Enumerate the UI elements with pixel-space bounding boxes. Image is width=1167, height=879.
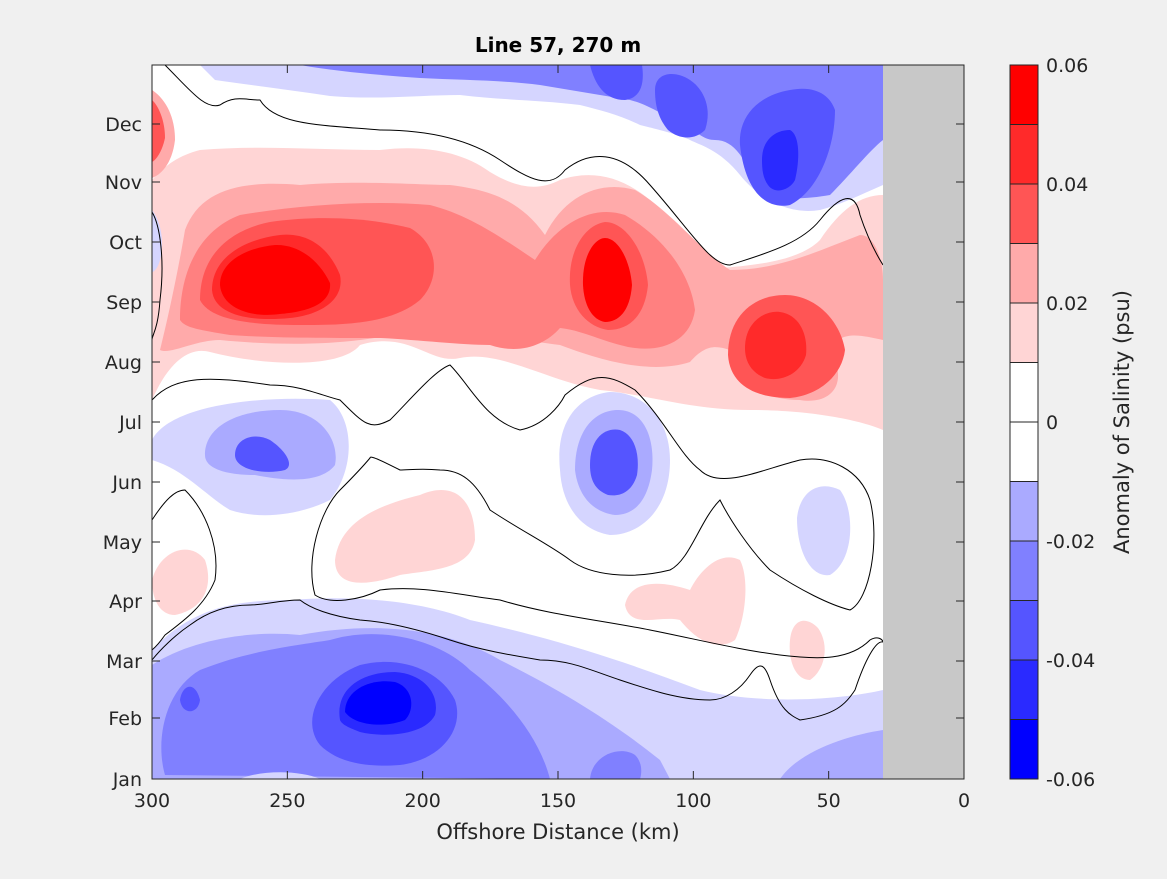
- contour-fill-region: [762, 130, 799, 191]
- x-tick-label: 0: [958, 790, 970, 812]
- y-tick-label: Apr: [109, 591, 142, 613]
- colorbar-swatch: [1010, 660, 1038, 720]
- contour-fill-region: [345, 681, 412, 725]
- zero-contour-line: [164, 65, 883, 266]
- contour-fill-region: [152, 549, 209, 615]
- colorbar-swatch: [1010, 184, 1038, 244]
- contour-fills: [152, 65, 883, 779]
- contour-fill-region: [235, 436, 290, 472]
- y-tick-label: May: [103, 532, 142, 554]
- contour-fill-region: [590, 65, 643, 100]
- x-axis-label: Offshore Distance (km): [436, 820, 679, 844]
- colorbar-swatch: [1010, 303, 1038, 363]
- y-tick-label: Nov: [105, 172, 142, 194]
- colorbar-tick-label: 0.02: [1046, 293, 1088, 315]
- colorbar-swatch: [1010, 600, 1038, 660]
- contour-fill-region: [780, 730, 883, 779]
- colorbar-label: Anomaly of Salinity (psu): [1110, 290, 1134, 554]
- y-tick-label: Jun: [111, 472, 142, 494]
- zero-contour-lines: [152, 65, 883, 721]
- contour-fill-region: [590, 751, 642, 779]
- contour-fill-region: [300, 65, 883, 199]
- contour-fill-region: [220, 244, 331, 315]
- chart-title: Line 57, 270 m: [475, 33, 641, 57]
- y-tick-label: Dec: [105, 114, 142, 136]
- colorbar-swatch: [1010, 481, 1038, 541]
- y-tick-label: Aug: [105, 352, 142, 374]
- y-axis: Jan Feb Mar Apr May Jun Jul Aug Sep Oct Nov Dec: [103, 114, 964, 791]
- contour-fill-region: [590, 429, 638, 496]
- colorbar-tick-label: 0.04: [1046, 174, 1088, 196]
- x-tick-label: 300: [134, 790, 170, 812]
- colorbar-swatch: [1010, 243, 1038, 303]
- colorbar-swatch: [1010, 422, 1038, 482]
- colorbar-tick-label: -0.04: [1046, 650, 1095, 672]
- colorbar-swatch: [1010, 65, 1038, 125]
- x-tick-label: 50: [817, 790, 841, 812]
- contour-fill-region: [655, 74, 708, 138]
- y-tick-label: Mar: [106, 651, 142, 673]
- zero-contour-line: [152, 211, 163, 341]
- contour-fill-region: [152, 100, 165, 162]
- colorbar: 0.06 0.04 0.02 0 -0.02 -0.04 -0.06: [1009, 55, 1095, 791]
- contour-fill-region: [797, 486, 851, 576]
- contour-fill-region: [240, 772, 320, 779]
- colorbar-tick-label: -0.02: [1046, 531, 1095, 553]
- contour-fill-region: [520, 65, 600, 75]
- x-tick-label: 200: [405, 790, 441, 812]
- contour-fill-region: [335, 490, 475, 583]
- y-tick-label: Jan: [112, 769, 142, 791]
- plot-area: 300 250 200 150 100 50 0 Jan Feb Mar Apr May Jun Jul…: [103, 64, 970, 812]
- colorbar-tick-label: -0.06: [1046, 769, 1095, 791]
- zero-contour-line: [152, 599, 883, 721]
- x-axis: 300 250 200 150 100 50 0: [134, 65, 970, 812]
- contour-fill-region: [152, 210, 163, 272]
- x-tick-label: 100: [675, 790, 711, 812]
- colorbar-swatch: [1010, 124, 1038, 184]
- y-tick-label: Jul: [118, 412, 142, 434]
- y-tick-label: Sep: [106, 292, 142, 314]
- contour-fill-region: [625, 557, 746, 645]
- contour-fill-region: [180, 686, 200, 712]
- y-tick-label: Oct: [109, 232, 142, 254]
- contour-fill-region: [745, 311, 807, 380]
- zero-contour-line: [152, 364, 883, 659]
- colorbar-tick-label: 0: [1046, 412, 1058, 434]
- colorbar-swatch: [1010, 362, 1038, 422]
- zero-contour-line: [152, 489, 217, 651]
- y-tick-label: Feb: [108, 708, 142, 730]
- contour-fill-region: [789, 620, 825, 680]
- colorbar-swatch: [1010, 541, 1038, 601]
- x-tick-label: 250: [269, 790, 305, 812]
- colorbar-frame: [1009, 64, 1039, 780]
- contour-fill-region: [582, 238, 632, 322]
- no-data-region: [883, 65, 964, 779]
- colorbar-swatch: [1010, 719, 1038, 779]
- x-tick-label: 150: [540, 790, 576, 812]
- colorbar-tick-label: 0.06: [1046, 55, 1088, 77]
